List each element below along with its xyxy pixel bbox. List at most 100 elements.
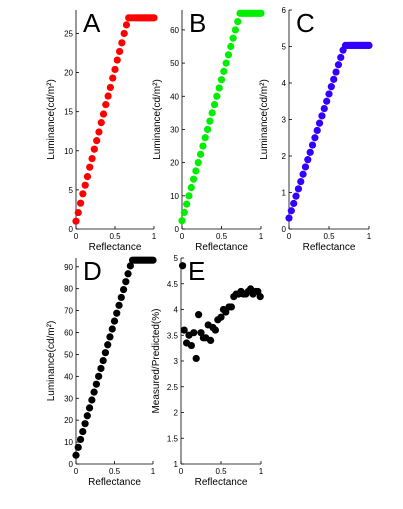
panel-label: C — [296, 8, 315, 38]
data-point — [74, 443, 82, 451]
data-point — [210, 100, 219, 109]
data-point — [365, 41, 373, 50]
data-point — [113, 56, 121, 64]
y-tick-label: 70 — [64, 307, 73, 316]
y-axis-label: Luminance(cd/m²) — [46, 321, 57, 402]
data-point — [194, 159, 202, 167]
y-tick-label: 0 — [69, 460, 74, 469]
y-axis-label: Luminance(cd/m²) — [46, 79, 57, 160]
y-tick-label: 15 — [64, 108, 73, 117]
data-point — [95, 372, 103, 380]
data-point — [117, 293, 125, 302]
x-tick-label: 0.5 — [216, 232, 228, 241]
data-point — [101, 349, 110, 357]
data-point — [257, 9, 265, 17]
data-point — [203, 125, 212, 134]
x-axis-label: Reflectance — [195, 242, 248, 253]
x-tick-label: 0 — [74, 467, 79, 476]
data-point — [88, 396, 96, 404]
data-point — [229, 34, 237, 42]
x-axis-label: Reflectance — [89, 242, 142, 253]
data-point — [301, 163, 310, 171]
y-tick-label: 4 — [174, 306, 179, 315]
y-tick-label: 2 — [174, 409, 179, 418]
data-point — [292, 192, 300, 200]
y-tick-label: 1 — [282, 189, 287, 198]
data-point — [79, 190, 87, 198]
x-tick-label: 0 — [287, 232, 292, 241]
data-point — [201, 134, 209, 142]
data-point — [79, 427, 87, 436]
data-point — [113, 309, 121, 317]
data-point — [90, 388, 98, 396]
y-tick-label: 0 — [175, 225, 180, 234]
panel-label: A — [83, 8, 101, 38]
data-point — [330, 75, 338, 83]
y-tick-label: 20 — [170, 159, 179, 168]
x-axis-label: Reflectance — [88, 477, 141, 488]
y-tick-label: 2.5 — [167, 383, 179, 392]
data-point — [120, 29, 128, 38]
data-point — [106, 333, 114, 341]
y-tick-label: 4.5 — [167, 280, 179, 289]
data-point — [311, 134, 319, 142]
data-point — [122, 21, 131, 29]
data-point — [334, 61, 343, 69]
data-point — [199, 142, 207, 150]
data-point — [126, 262, 134, 270]
data-point — [290, 199, 298, 208]
data-point — [190, 175, 198, 183]
x-tick-label: 0.5 — [109, 232, 121, 241]
data-point — [178, 217, 186, 225]
chart-panel-d: 0 0.5 10102030405060708090ReflectanceLumin… — [46, 256, 157, 488]
x-axis-label: Reflectance — [303, 242, 356, 253]
y-tick-label: 25 — [64, 29, 73, 38]
data-point — [294, 185, 303, 193]
y-tick-label: 0 — [69, 225, 74, 234]
data-point — [287, 207, 295, 215]
data-point — [320, 104, 328, 113]
data-point — [190, 329, 198, 337]
data-point — [297, 177, 305, 186]
data-point — [81, 420, 89, 428]
data-point — [83, 172, 92, 181]
data-point — [224, 51, 233, 59]
data-point — [122, 278, 130, 286]
data-point — [215, 84, 223, 92]
data-point — [217, 313, 225, 321]
data-point — [180, 208, 188, 217]
y-tick-label: 40 — [64, 372, 73, 381]
y-tick-label: 90 — [64, 263, 73, 272]
y-tick-label: 5 — [282, 43, 287, 52]
data-point — [104, 341, 112, 349]
y-axis-label: Luminance(cd/m²) — [259, 79, 270, 160]
data-point — [211, 326, 219, 334]
data-point — [337, 53, 345, 62]
x-tick-label: 0.5 — [323, 232, 335, 241]
data-point — [179, 262, 187, 270]
y-tick-label: 10 — [64, 147, 73, 156]
data-point — [222, 59, 230, 67]
data-point — [97, 119, 105, 127]
data-point — [234, 18, 242, 26]
x-tick-label: 0 — [74, 232, 79, 241]
y-tick-label: 50 — [64, 350, 73, 359]
data-point — [183, 200, 191, 208]
x-tick-label: 1 — [259, 232, 264, 241]
data-point — [306, 148, 314, 156]
x-tick-label: 0.5 — [109, 467, 121, 476]
y-tick-label: 3 — [282, 116, 287, 125]
data-point — [315, 119, 324, 127]
y-tick-label: 40 — [170, 92, 179, 101]
data-point — [227, 303, 235, 311]
y-tick-label: 5 — [174, 254, 179, 263]
data-point — [208, 109, 216, 117]
y-tick-label: 4 — [282, 79, 287, 88]
data-point — [124, 270, 132, 278]
data-point — [187, 341, 195, 350]
chart-panel-e: 0 0.5 1 1 1.5 2 2.5 3 3.5 4 4.5 5 Reflectance Measure… — [151, 254, 264, 488]
data-point — [109, 74, 117, 82]
y-axis-label: Luminance(cd/m²) — [152, 79, 163, 160]
data-point — [97, 364, 105, 373]
